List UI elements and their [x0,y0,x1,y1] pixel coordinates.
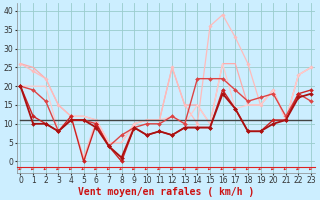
X-axis label: Vent moyen/en rafales ( km/h ): Vent moyen/en rafales ( km/h ) [78,187,254,197]
